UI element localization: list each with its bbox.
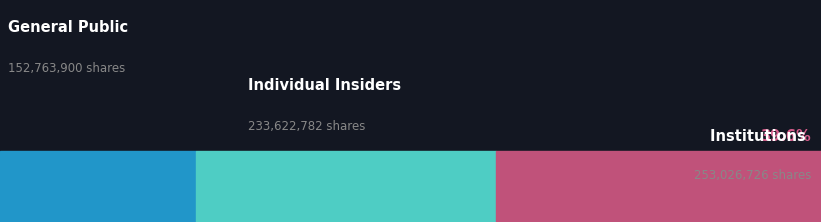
Text: General Public: General Public <box>8 20 134 35</box>
Bar <box>196 151 496 222</box>
Text: 253,026,726 shares: 253,026,726 shares <box>694 169 811 182</box>
Text: Individual Insiders: Individual Insiders <box>248 78 406 93</box>
Text: Institutions: Institutions <box>710 129 811 144</box>
Text: 233,622,782 shares: 233,622,782 shares <box>248 120 365 133</box>
Text: 152,763,900 shares: 152,763,900 shares <box>8 62 126 75</box>
Bar <box>496 151 821 222</box>
Text: 39.6%: 39.6% <box>760 129 811 144</box>
Bar <box>0 151 196 222</box>
